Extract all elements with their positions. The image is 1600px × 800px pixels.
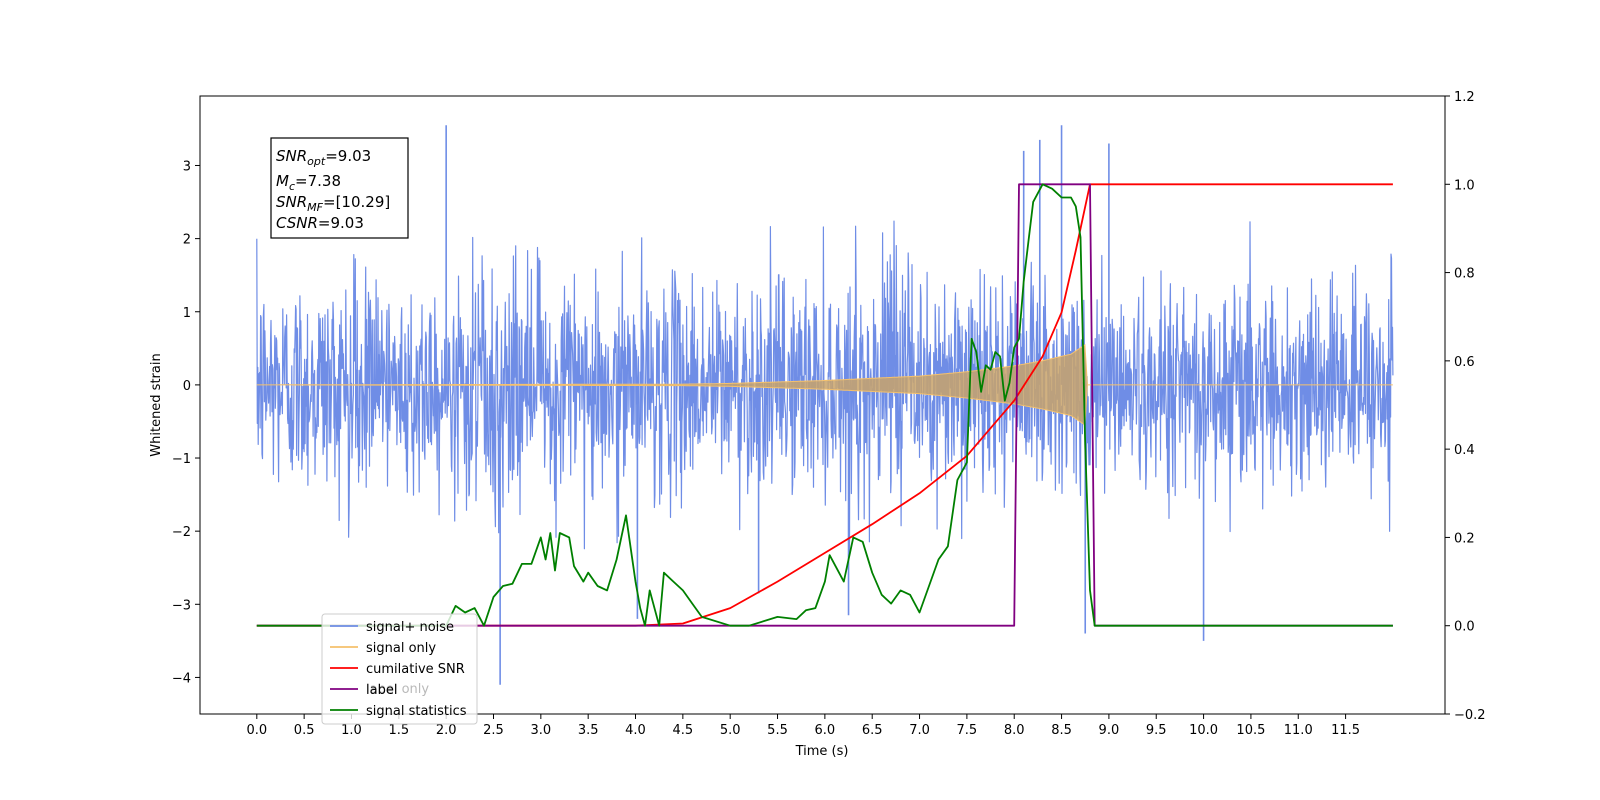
x-tick-label: 9.0	[1099, 723, 1120, 738]
x-tick-label: 8.0	[1004, 723, 1025, 738]
y-right-tick-label: 0.0	[1454, 620, 1475, 635]
x-tick-label: 0.5	[294, 723, 315, 738]
legend: label only signal+ noise signal only cum…	[321, 613, 478, 725]
y-left-tick-label: −3	[172, 598, 191, 613]
x-tick-label: 2.0	[436, 723, 457, 738]
series-signal-only	[256, 344, 1393, 426]
series-cumilative-snr	[256, 183, 1393, 627]
legend-label-label: label	[366, 683, 397, 698]
x-tick-label: 7.0	[909, 723, 930, 738]
y-right-tick-label: −0.2	[1454, 708, 1486, 723]
annotation-subscript-3: MF	[307, 201, 323, 214]
annotation-symbol-4: CSNR	[276, 214, 318, 232]
y-right-tick-label: 0.2	[1454, 531, 1475, 546]
legend-hidden-text: label only	[366, 682, 429, 697]
annotation-line-3: SNRMF=[10.29]	[276, 193, 390, 214]
x-axis-label: Time (s)	[795, 744, 849, 759]
x-axis: 0.0 0.5 1.0 1.5 2.0 2.5 3.0 3.5 4.0 4.5 5.0 5.5 6.0 6…	[246, 714, 1360, 738]
annotation-box: SNRopt=9.03 Mc=7.38 SNRMF=[10.29] CSNR=9…	[270, 137, 409, 239]
x-tick-label: 11.0	[1284, 723, 1313, 738]
y-right-tick-label: 0.4	[1454, 443, 1475, 458]
x-tick-label: 9.5	[1146, 723, 1167, 738]
y-left-tick-label: 1	[183, 306, 191, 321]
annotation-subscript-2: c	[289, 180, 295, 193]
legend-frame	[321, 613, 478, 725]
annotation-frame	[270, 137, 409, 239]
series-layer	[256, 125, 1394, 685]
annotation-value-4: =9.03	[318, 214, 364, 232]
y-right-tick-label: 1.0	[1454, 178, 1475, 193]
annotation-line-2: Mc=7.38	[276, 172, 341, 193]
x-tick-label: 10.5	[1236, 723, 1265, 738]
y-left-tick-label: 0	[183, 379, 191, 394]
y-axis-right: −0.2 0.0 0.2 0.4 0.6 0.8 1.0 1.2	[1445, 90, 1486, 723]
legend-label-cumulative-snr: cumilative SNR	[366, 662, 465, 677]
y-left-tick-label: −2	[172, 525, 191, 540]
annotation-symbol-3: SNR	[276, 193, 307, 211]
x-tick-label: 8.5	[1051, 723, 1072, 738]
legend-label-signal-noise: signal+ noise	[366, 620, 454, 635]
x-tick-label: 3.5	[578, 723, 599, 738]
y-left-tick-label: 2	[183, 233, 191, 248]
legend-label-signal-statistics: signal statistics	[366, 704, 467, 719]
y-left-tick-label: −4	[172, 671, 191, 686]
y-right-tick-label: 1.2	[1454, 90, 1475, 105]
plot-frame	[199, 95, 1446, 715]
series-signal-statistics	[256, 183, 1393, 627]
annotation-value-3: =[10.29]	[323, 193, 390, 211]
y-right-tick-label: 0.8	[1454, 267, 1475, 282]
annotation-value-1: =9.03	[325, 147, 371, 165]
y-left-tick-label: −1	[172, 452, 191, 467]
x-tick-label: 2.5	[483, 723, 504, 738]
x-tick-label: 6.0	[815, 723, 836, 738]
x-tick-label: 4.0	[625, 723, 646, 738]
annotation-line-4: CSNR=9.03	[276, 214, 364, 232]
series-signal-noise	[256, 220, 1394, 556]
x-tick-label: 11.5	[1331, 723, 1360, 738]
annotation-value-2: =7.38	[295, 172, 341, 190]
x-tick-label: 5.5	[767, 723, 788, 738]
x-tick-label: 5.0	[720, 723, 741, 738]
x-tick-label: 3.0	[530, 723, 551, 738]
legend-label-signal-only: signal only	[366, 641, 436, 656]
x-tick-label: 1.0	[341, 723, 362, 738]
annotation-line-1: SNRopt=9.03	[276, 147, 371, 168]
annotation-subscript-1: opt	[307, 155, 326, 168]
x-tick-label: 7.5	[957, 723, 978, 738]
x-tick-label: 0.0	[246, 723, 267, 738]
annotation-symbol-2: M	[276, 172, 289, 190]
y-left-tick-label: 3	[183, 159, 191, 174]
y-right-tick-label: 0.6	[1454, 355, 1475, 370]
y-axis-left: −4 −3 −2 −1 0 1 2 3	[172, 159, 200, 686]
x-tick-label: 6.5	[862, 723, 883, 738]
annotation-symbol-1: SNR	[276, 147, 307, 165]
x-tick-label: 10.0	[1189, 723, 1218, 738]
x-tick-label: 4.5	[673, 723, 694, 738]
x-tick-label: 1.5	[388, 723, 409, 738]
y-axis-label-left: Whitened strain	[149, 353, 164, 456]
